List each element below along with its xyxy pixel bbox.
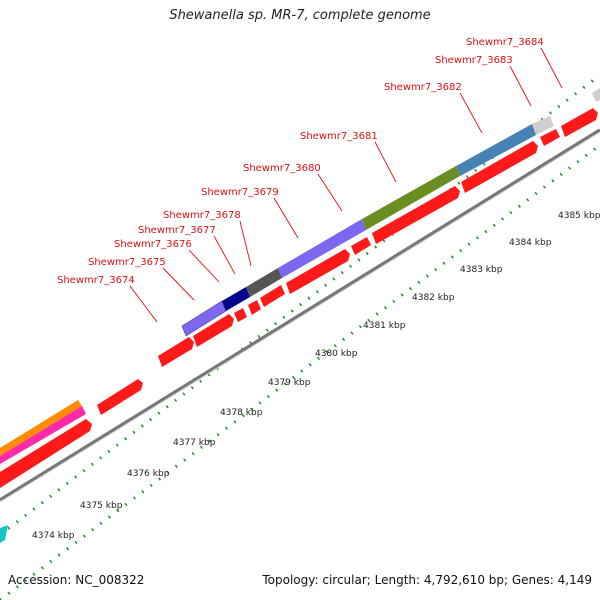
callout-line (374, 141, 397, 183)
tick-label: 4375 kbp (80, 501, 123, 511)
gene-labels: Shewmr7_3674 Shewmr7_3675 Shewmr7_3676 S… (57, 37, 544, 286)
navy-feature (222, 287, 250, 311)
gray-edge-feature (592, 88, 600, 102)
tick-label: 4376 kbp (127, 469, 170, 479)
callout-line (540, 47, 563, 89)
gene-label: Shewmr7_3679 (201, 187, 279, 198)
tick-label: 4380 kbp (315, 349, 358, 359)
callout-line (317, 173, 343, 212)
tick-label: 4379 kbp (268, 378, 311, 388)
accession-text: Accession: NC_008322 (8, 573, 145, 587)
gene-label: Shewmr7_3681 (300, 131, 378, 142)
backbone-ring (0, 128, 600, 503)
map-title: Shewanella sp. MR-7, complete genome (169, 8, 431, 23)
gene-label: Shewmr7_3674 (57, 275, 135, 286)
slateblue-feature (278, 219, 366, 278)
olive-feature (362, 166, 460, 230)
tick-label: 4378 kbp (220, 408, 263, 418)
cyan-feature (0, 525, 8, 543)
tick-label: 4385 kbp (558, 211, 600, 221)
gene-label: Shewmr7_3675 (88, 257, 166, 268)
tick-label: 4384 kbp (509, 238, 552, 248)
callout-line (188, 249, 220, 283)
cds-arrow (248, 300, 261, 315)
tick-label: 4377 kbp (173, 438, 216, 448)
callout-line (459, 92, 483, 134)
lightgray-feature (532, 116, 554, 135)
cds-arrow (372, 186, 460, 244)
tick-label: 4374 kbp (32, 531, 75, 541)
cds-arrow (97, 379, 143, 415)
tick-label: 4381 kbp (363, 321, 406, 331)
callout-line (129, 285, 158, 323)
tick-label: 4382 kbp (412, 293, 455, 303)
magenta-feature (0, 406, 86, 464)
cds-arrow (193, 314, 234, 347)
cds-track[interactable] (0, 108, 598, 488)
cds-arrow (540, 129, 560, 146)
cds-arrow (461, 141, 538, 193)
gene-label: Shewmr7_3678 (163, 210, 241, 221)
gene-label: Shewmr7_3684 (466, 37, 544, 48)
gene-callout-lines (129, 47, 563, 323)
cds-arrow (234, 308, 247, 322)
position-tick-labels: 4374 kbp 4375 kbp 4376 kbp 4377 kbp 4378… (32, 211, 600, 541)
callout-line (273, 197, 299, 239)
cds-arrow (561, 108, 598, 137)
cds-arrow (0, 419, 92, 488)
callout-line (162, 267, 195, 301)
cds-arrow (260, 285, 285, 307)
cds-arrow (351, 237, 371, 255)
darkgray-feature (246, 268, 282, 297)
gene-label: Shewmr7_3682 (384, 82, 462, 93)
gene-label: Shewmr7_3677 (138, 225, 216, 236)
inner-tick-ring (0, 143, 600, 600)
cds-arrow (158, 337, 194, 367)
steelblue-feature (456, 124, 536, 176)
callout-line (239, 220, 252, 267)
gene-label: Shewmr7_3676 (114, 239, 192, 250)
callout-line (509, 65, 532, 107)
cds-arrow (286, 249, 350, 294)
gene-label: Shewmr7_3680 (243, 163, 321, 174)
feature-track-colored[interactable] (0, 88, 600, 543)
genome-summary-text: Topology: circular; Length: 4,792,610 bp… (262, 573, 592, 587)
gene-label: Shewmr7_3683 (435, 55, 513, 66)
callout-line (213, 235, 236, 275)
orange-feature (0, 400, 82, 456)
tick-label: 4383 kbp (460, 265, 503, 275)
